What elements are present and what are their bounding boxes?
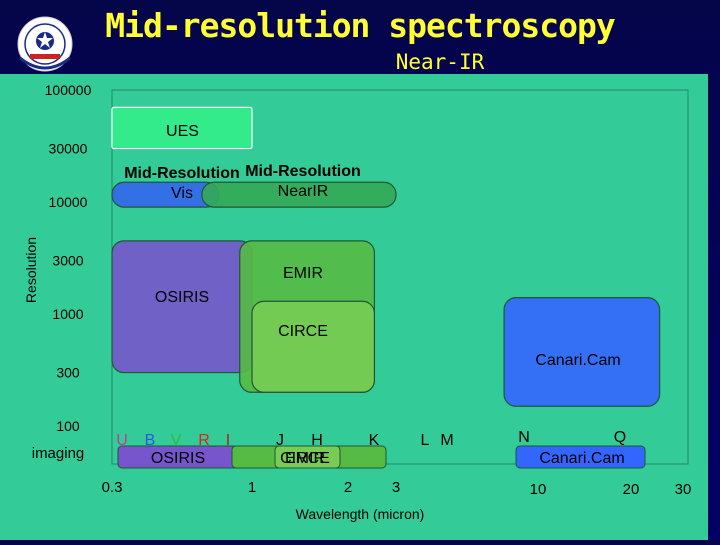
region-label-circe: CIRCE: [278, 323, 328, 340]
x-tick-label: 30: [675, 481, 692, 498]
y-axis-title: Resolution: [23, 237, 39, 303]
filter-label-m: M: [440, 432, 453, 449]
x-axis-title: Wavelength (micron): [296, 506, 425, 522]
filter-label-u: U: [116, 432, 128, 449]
filter-label-v: V: [171, 432, 182, 449]
region-canari-cam: [503, 297, 661, 407]
region-circe: [251, 300, 376, 393]
region-label-osiris: OSIRIS: [155, 289, 209, 306]
region-label-emir: EMIR: [283, 265, 323, 282]
region-label-mid-nir-line1: Mid-Resolution: [245, 163, 361, 180]
filter-label-q: Q: [614, 429, 626, 446]
filter-label-i: I: [226, 432, 230, 449]
imaging-bar-label-canaricam: Canari.Cam: [539, 450, 624, 467]
y-tick-label: 10000: [49, 194, 88, 210]
chart-svg: 100000 30000 10000 3000 1000 300 100 imaging Res…: [23, 82, 692, 522]
region-label-canaricam: Canari.Cam: [535, 352, 620, 369]
imaging-bar-label-circe: CIRCE: [280, 450, 330, 467]
filter-label-b: B: [145, 432, 156, 449]
x-tick-label: 1: [248, 479, 256, 496]
filter-label-h: H: [311, 432, 323, 449]
imaging-bar-canaricam: [515, 445, 646, 469]
filter-label-j: J: [276, 432, 284, 449]
filter-label-k: K: [369, 432, 380, 449]
x-tick-label: 10: [530, 481, 547, 498]
imaging-label: imaging: [32, 445, 85, 462]
region-label-ues: UES: [166, 123, 199, 140]
page-subtitle: Near-IR: [395, 50, 485, 74]
imaging-bar-label-osiris: OSIRIS: [151, 450, 205, 467]
region-ues: [111, 106, 253, 150]
region-label-mid-nir-line2: NearIR: [278, 183, 329, 200]
filter-label-r: R: [198, 432, 210, 449]
y-tick-label: 1000: [52, 306, 83, 322]
page-title: Mid-resolution spectroscopy: [105, 6, 615, 45]
y-tick-label: 3000: [52, 253, 83, 269]
y-tick-label: 30000: [49, 141, 88, 157]
x-tick-label: 3: [392, 479, 400, 496]
chart-panel: 100000 30000 10000 3000 1000 300 100 imaging Res…: [0, 74, 708, 540]
region-mid-resolution-nearir: [201, 181, 397, 208]
filter-label-n: N: [518, 429, 530, 446]
y-tick-label: 100: [56, 418, 80, 434]
x-tick-label: 20: [623, 481, 640, 498]
observatory-seal-icon: [17, 16, 73, 72]
filter-label-l: L: [421, 432, 430, 449]
imaging-bar-label-emir: EMIR: [285, 450, 325, 467]
x-tick-label: 0.3: [102, 479, 123, 496]
y-tick-label: 300: [56, 365, 80, 381]
x-tick-label: 2: [344, 479, 352, 496]
region-label-mid-vis-line1: Mid-Resolution: [124, 165, 240, 182]
region-label-mid-vis-line2: Vis: [171, 185, 193, 202]
y-tick-label: 100000: [45, 82, 92, 98]
imaging-bar-circe: [274, 445, 341, 469]
region-osiris: [111, 240, 253, 374]
